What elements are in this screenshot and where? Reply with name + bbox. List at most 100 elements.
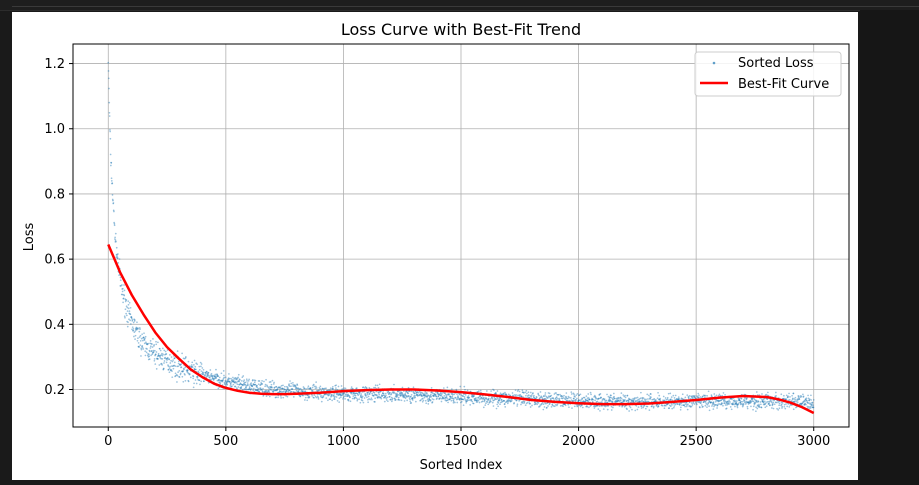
scatter-point (688, 397, 690, 400)
scatter-point (621, 401, 624, 403)
scatter-point (644, 399, 646, 402)
scatter-point (164, 356, 167, 359)
chart-title: Loss Curve with Best-Fit Trend (341, 20, 581, 39)
scatter-point (232, 380, 234, 383)
scatter-point (308, 387, 311, 390)
scatter-point (107, 77, 110, 80)
scatter-point (295, 387, 297, 390)
scatter-point (374, 386, 377, 389)
scatter-point (521, 391, 524, 394)
scatter-point (499, 397, 502, 400)
scatter-point (573, 405, 576, 408)
scatter-point (788, 405, 791, 408)
scatter-point (597, 397, 600, 400)
scatter-point (475, 399, 478, 402)
scatter-point (182, 370, 184, 372)
scatter-point (339, 394, 342, 397)
scatter-point (288, 389, 291, 392)
scatter-point (746, 401, 749, 403)
scatter-point (259, 384, 262, 387)
scatter-point (549, 402, 551, 405)
scatter-point (795, 406, 797, 409)
scatter-point (295, 386, 298, 389)
scatter-point (474, 397, 477, 400)
right-dark-panel (860, 10, 919, 485)
scatter-point (712, 408, 715, 410)
scatter-point (331, 385, 334, 388)
scatter-point (584, 400, 586, 403)
scatter-point (155, 367, 158, 370)
scatter-point (585, 405, 588, 407)
scatter-point (329, 389, 332, 392)
scatter-point (722, 404, 724, 407)
scatter-point (480, 396, 483, 399)
scatter-point (427, 402, 430, 405)
scatter-point (214, 373, 217, 376)
scatter-point (459, 397, 461, 400)
scatter-point (363, 387, 366, 389)
scatter-point (140, 337, 143, 340)
legend-box (694, 51, 842, 97)
scatter-point (806, 399, 808, 402)
scatter-point (742, 403, 745, 405)
scatter-point (432, 394, 434, 397)
scatter-point (285, 389, 288, 392)
scatter-point (562, 397, 565, 399)
scatter-point (273, 381, 275, 384)
scatter-point (234, 381, 236, 384)
scatter-point (197, 378, 199, 381)
scatter-point (335, 396, 338, 398)
scatter-point (245, 388, 248, 391)
scatter-point (231, 380, 234, 383)
scatter-point (182, 357, 185, 360)
scatter-point (373, 400, 376, 403)
scatter-point (751, 397, 753, 400)
scatter-point (805, 403, 807, 406)
scatter-point (399, 395, 402, 397)
scatter-point (615, 399, 618, 402)
scatter-point (193, 359, 196, 362)
scatter-point (235, 381, 238, 384)
scatter-point (792, 392, 795, 395)
scatter-point (431, 398, 434, 400)
scatter-point (186, 368, 189, 371)
scatter-point (792, 400, 794, 403)
scatter-point (439, 391, 442, 394)
scatter-point (128, 312, 131, 315)
scatter-point (337, 394, 339, 396)
scatter-point (162, 353, 164, 356)
scatter-point (362, 401, 365, 404)
scatter-point (713, 405, 715, 408)
scatter-point (230, 385, 233, 388)
scatter-point (170, 369, 173, 371)
scatter-point (446, 393, 449, 396)
scatter-point (299, 395, 302, 398)
scatter-point (441, 397, 444, 400)
scatter-point (320, 395, 322, 398)
scatter-point (460, 394, 463, 397)
scatter-point (191, 366, 194, 369)
scatter-point (770, 400, 773, 402)
scatter-point (113, 224, 116, 227)
scatter-point (157, 354, 160, 357)
scatter-point (323, 393, 326, 396)
scatter-point (416, 393, 419, 396)
scatter-point (577, 400, 579, 402)
scatter-point (238, 380, 241, 383)
scatter-point (714, 400, 717, 403)
scatter-point (660, 404, 663, 406)
scatter-point (740, 397, 743, 400)
scatter-point (423, 396, 426, 399)
scatter-point (338, 393, 340, 395)
scatter-point (458, 393, 461, 396)
scatter-point (710, 401, 712, 404)
scatter-point (638, 401, 641, 403)
scatter-point (136, 321, 138, 324)
scatter-point (792, 408, 795, 411)
window-top-strip (0, 0, 919, 11)
scatter-point (544, 392, 547, 394)
scatter-point (147, 342, 150, 345)
scatter-point (429, 399, 432, 402)
scatter-point (414, 394, 416, 397)
scatter-point (528, 402, 531, 405)
